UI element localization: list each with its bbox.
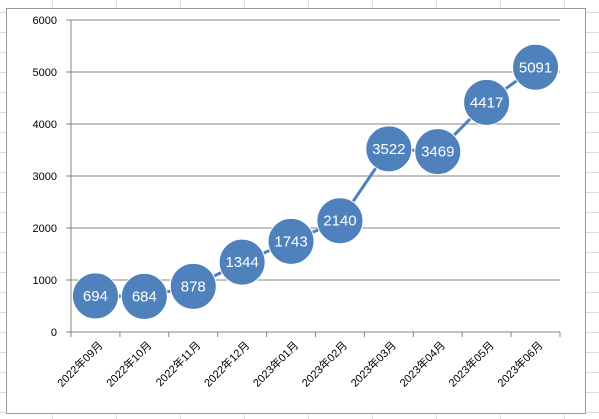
x-tick-label: 2023年04月 (396, 338, 447, 389)
data-point-marker (316, 197, 364, 245)
data-label: 1743 (274, 233, 307, 250)
data-label: 3522 (372, 141, 405, 158)
x-tick-label: 2023年01月 (250, 338, 301, 389)
data-point-marker (71, 272, 119, 320)
x-tick-label: 2022年12月 (201, 338, 252, 389)
x-tick-label: 2022年09月 (54, 338, 105, 389)
data-point-marker (512, 43, 560, 91)
y-tick-label: 3000 (33, 171, 57, 183)
x-tick-label: 2022年11月 (153, 338, 204, 389)
data-point-marker (365, 125, 413, 173)
data-label: 694 (83, 288, 108, 305)
data-point-marker (169, 262, 217, 310)
data-point-marker (463, 78, 511, 126)
data-label: 5091 (519, 59, 552, 76)
y-tick-label: 1000 (33, 275, 57, 287)
data-label: 4417 (470, 94, 503, 111)
data-point-marker (120, 272, 168, 320)
x-tick-label: 2023年03月 (348, 338, 399, 389)
chart-area[interactable] (6, 8, 586, 414)
y-tick-label: 0 (51, 327, 57, 339)
y-tick-label: 2000 (33, 223, 57, 235)
data-label: 878 (181, 278, 206, 295)
data-label: 1344 (225, 254, 258, 271)
x-tick-label: 2023年06月 (494, 338, 545, 389)
data-point-marker (414, 128, 462, 176)
y-tick-label: 4000 (33, 119, 57, 131)
data-point-marker (218, 238, 266, 286)
data-point-marker (267, 217, 315, 265)
x-tick-label: 2023年05月 (445, 338, 496, 389)
data-label: 3469 (421, 144, 454, 161)
series-line (95, 66, 537, 298)
x-tick-label: 2023年02月 (299, 338, 350, 389)
y-tick-label: 5000 (33, 67, 57, 79)
x-tick-label: 2022年10月 (103, 338, 154, 389)
y-tick-label: 6000 (33, 15, 57, 27)
data-label: 684 (132, 288, 157, 305)
data-label: 2140 (323, 213, 356, 230)
